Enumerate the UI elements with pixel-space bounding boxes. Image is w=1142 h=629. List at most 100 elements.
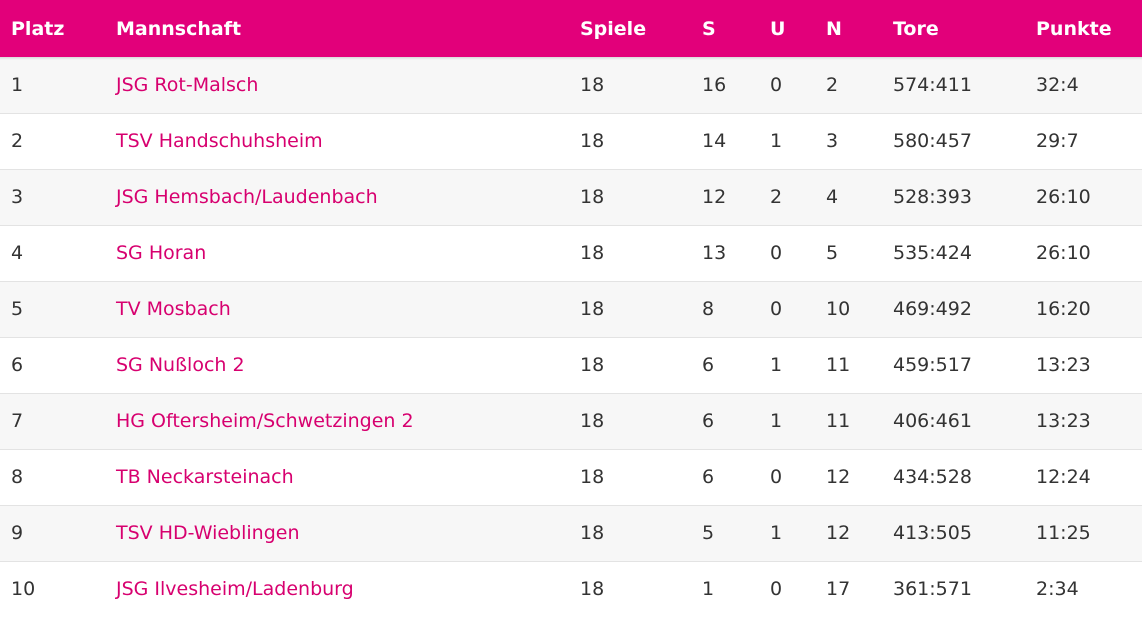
- cell-siege: 6: [702, 354, 715, 376]
- header-unentschieden: U: [770, 17, 786, 40]
- cell-spiele: 18: [580, 354, 605, 376]
- cell-niederlagen: 11: [826, 354, 851, 376]
- team-link[interactable]: TSV HD-Wieblingen: [116, 522, 300, 544]
- cell-platz: 3: [11, 186, 24, 208]
- cell-mannschaft: TSV Handschuhsheim: [116, 113, 580, 169]
- cell-unentschieden: 1: [770, 354, 783, 376]
- cell-spiele: 18: [580, 410, 605, 432]
- cell-spiele: 18: [580, 466, 605, 488]
- cell-platz: 5: [11, 298, 24, 320]
- cell-siege: 8: [702, 298, 715, 320]
- cell-tore: 469:492: [893, 298, 972, 320]
- header-niederlagen: N: [826, 17, 842, 40]
- cell-siege: 12: [702, 186, 727, 208]
- cell-platz: 1: [11, 73, 24, 96]
- cell-punkte: 26:10: [1036, 242, 1091, 264]
- cell-spiele: 18: [580, 298, 605, 320]
- table-row: 6 SG Nußloch 2 18 6 1 11 459:517 13:23: [0, 337, 1142, 393]
- cell-platz: 4: [11, 242, 24, 264]
- cell-niederlagen: 12: [826, 466, 851, 488]
- cell-unentschieden: 0: [770, 298, 783, 320]
- team-link[interactable]: TB Neckarsteinach: [116, 466, 294, 488]
- cell-niederlagen: 2: [826, 73, 839, 96]
- cell-niederlagen: 12: [826, 522, 851, 544]
- cell-niederlagen: 11: [826, 410, 851, 432]
- cell-niederlagen: 10: [826, 298, 851, 320]
- cell-mannschaft: TSV HD-Wieblingen: [116, 505, 580, 561]
- cell-platz: 2: [11, 130, 24, 152]
- cell-tore: 535:424: [893, 242, 972, 264]
- table-row: 1 JSG Rot-Malsch 18 16 0 2 574:411 32:4: [0, 57, 1142, 113]
- table-row: 2 TSV Handschuhsheim 18 14 1 3 580:457 2…: [0, 113, 1142, 169]
- cell-platz: 6: [11, 354, 24, 376]
- cell-tore: 434:528: [893, 466, 972, 488]
- cell-unentschieden: 0: [770, 578, 783, 601]
- cell-siege: 5: [702, 522, 715, 544]
- cell-unentschieden: 2: [770, 186, 783, 208]
- team-link[interactable]: SG Nußloch 2: [116, 354, 245, 376]
- cell-tore: 361:571: [893, 578, 972, 601]
- cell-spiele: 18: [580, 578, 605, 601]
- cell-mannschaft: JSG Ilvesheim/Ladenburg: [116, 561, 580, 617]
- table-row: 9 TSV HD-Wieblingen 18 5 1 12 413:505 11…: [0, 505, 1142, 561]
- cell-niederlagen: 17: [826, 578, 851, 601]
- team-link[interactable]: HG Oftersheim/Schwetzingen 2: [116, 410, 414, 432]
- header-punkte: Punkte: [1036, 17, 1112, 40]
- cell-punkte: 13:23: [1036, 410, 1091, 432]
- cell-punkte: 26:10: [1036, 186, 1091, 208]
- cell-mannschaft: SG Nußloch 2: [116, 337, 580, 393]
- cell-punkte: 13:23: [1036, 354, 1091, 376]
- cell-unentschieden: 0: [770, 466, 783, 488]
- cell-spiele: 18: [580, 242, 605, 264]
- cell-platz: 8: [11, 466, 24, 488]
- table-row: 7 HG Oftersheim/Schwetzingen 2 18 6 1 11…: [0, 393, 1142, 449]
- cell-tore: 413:505: [893, 522, 972, 544]
- team-link[interactable]: TV Mosbach: [116, 298, 231, 320]
- cell-tore: 528:393: [893, 186, 972, 208]
- table-row: 3 JSG Hemsbach/Laudenbach 18 12 2 4 528:…: [0, 169, 1142, 225]
- header-platz: Platz: [11, 17, 65, 40]
- cell-unentschieden: 1: [770, 410, 783, 432]
- cell-spiele: 18: [580, 73, 605, 96]
- cell-tore: 574:411: [893, 73, 972, 96]
- team-link[interactable]: JSG Ilvesheim/Ladenburg: [116, 578, 354, 601]
- cell-niederlagen: 5: [826, 242, 839, 264]
- cell-spiele: 18: [580, 186, 605, 208]
- cell-punkte: 32:4: [1036, 73, 1079, 96]
- cell-mannschaft: JSG Hemsbach/Laudenbach: [116, 169, 580, 225]
- cell-platz: 9: [11, 522, 24, 544]
- cell-siege: 6: [702, 466, 715, 488]
- cell-mannschaft: TB Neckarsteinach: [116, 449, 580, 505]
- table-row: 8 TB Neckarsteinach 18 6 0 12 434:528 12…: [0, 449, 1142, 505]
- cell-siege: 13: [702, 242, 727, 264]
- header-mannschaft: Mannschaft: [116, 17, 242, 40]
- cell-platz: 7: [11, 410, 24, 432]
- cell-siege: 14: [702, 130, 727, 152]
- cell-mannschaft: SG Horan: [116, 225, 580, 281]
- cell-siege: 1: [702, 578, 715, 601]
- cell-punkte: 12:24: [1036, 466, 1091, 488]
- cell-platz: 10: [11, 578, 36, 601]
- team-link[interactable]: JSG Hemsbach/Laudenbach: [116, 186, 378, 208]
- cell-mannschaft: JSG Rot-Malsch: [116, 57, 580, 113]
- cell-tore: 406:461: [893, 410, 972, 432]
- cell-mannschaft: HG Oftersheim/Schwetzingen 2: [116, 393, 580, 449]
- cell-spiele: 18: [580, 522, 605, 544]
- cell-tore: 459:517: [893, 354, 972, 376]
- header-tore: Tore: [893, 17, 939, 40]
- table-body: 1 JSG Rot-Malsch 18 16 0 2 574:411 32:4 …: [0, 57, 1142, 617]
- cell-punkte: 16:20: [1036, 298, 1091, 320]
- cell-tore: 580:457: [893, 130, 972, 152]
- team-link[interactable]: SG Horan: [116, 242, 207, 264]
- cell-niederlagen: 4: [826, 186, 839, 208]
- cell-unentschieden: 1: [770, 130, 783, 152]
- table-row: 10 JSG Ilvesheim/Ladenburg 18 1 0 17 361…: [0, 561, 1142, 617]
- cell-niederlagen: 3: [826, 130, 839, 152]
- cell-spiele: 18: [580, 130, 605, 152]
- cell-siege: 16: [702, 73, 727, 96]
- team-link[interactable]: JSG Rot-Malsch: [116, 73, 259, 96]
- cell-siege: 6: [702, 410, 715, 432]
- cell-unentschieden: 0: [770, 73, 783, 96]
- team-link[interactable]: TSV Handschuhsheim: [116, 130, 323, 152]
